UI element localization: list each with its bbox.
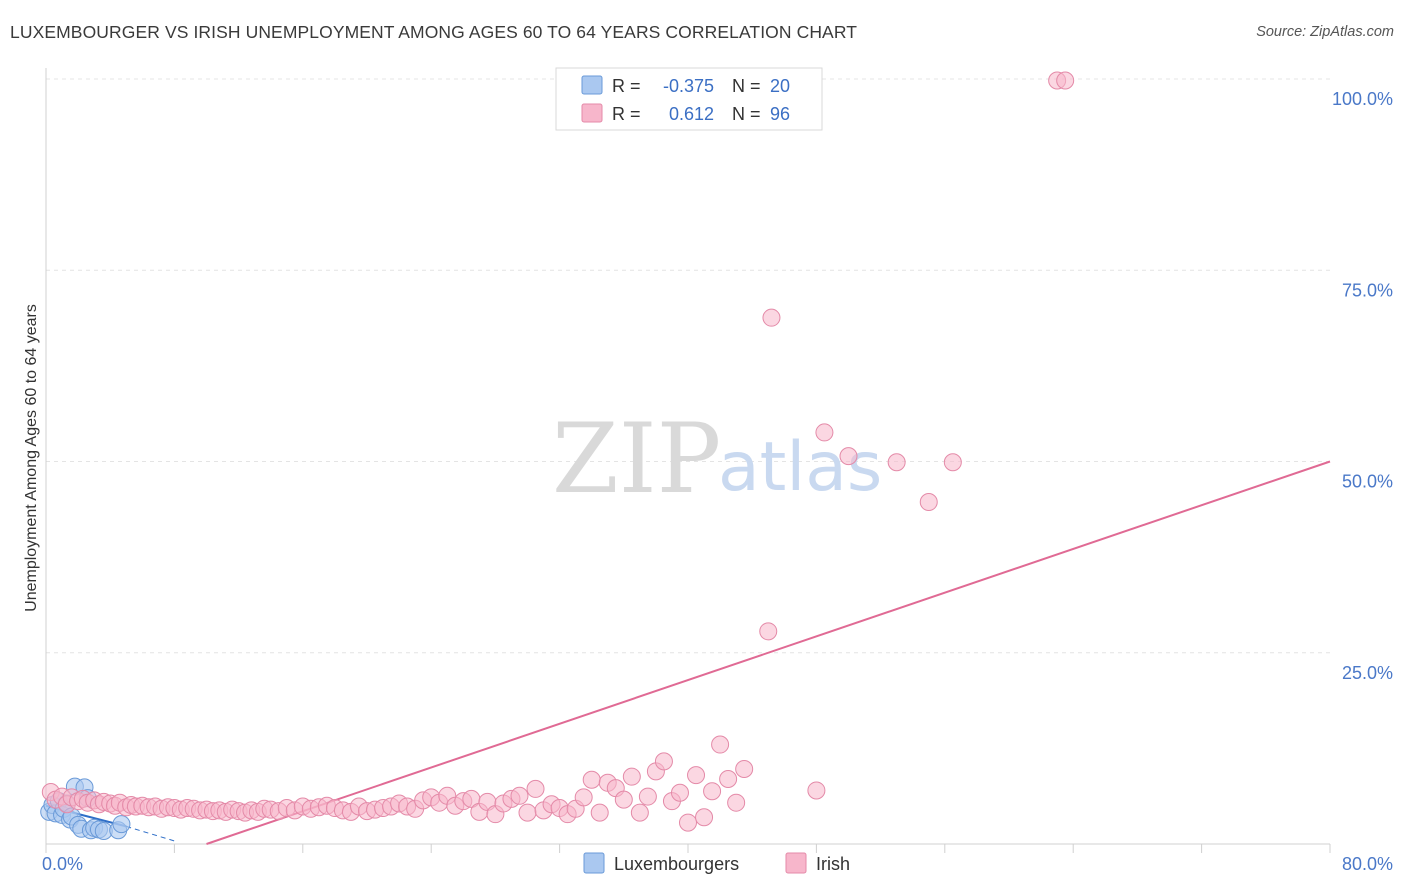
irish-point-91 [695,808,714,827]
irish-point-101 [839,447,858,466]
irish-point-88 [670,783,689,802]
bottom-legend-luxembourgers: Luxembourgers [614,854,739,874]
irish-point-68 [510,786,529,805]
x-tick-label-max: 80.0% [1342,854,1393,874]
irish-point-95 [727,793,746,812]
irish-point-97 [759,622,778,641]
legend-n-value-2: 96 [770,104,790,124]
y-tick-label-3: 100.0% [1332,89,1393,109]
irish-point-81 [614,790,633,809]
y-axis-label: Unemployment Among Ages 60 to 64 years [23,304,40,612]
bottom-legend-swatch-irish [785,852,807,874]
y-tick-label-1: 50.0% [1342,472,1393,492]
legend-n-value-1: 20 [770,76,790,96]
correlation-legend: R = -0.375 N = 20 R = 0.612 N = 96 [555,67,823,131]
chart-title: LUXEMBOURGER VS IRISH UNEMPLOYMENT AMONG… [10,22,858,42]
irish-point-98 [762,308,781,327]
legend-n-label-1: N = [732,76,761,96]
irish-point-106 [1056,71,1075,90]
irish-point-92 [703,782,722,801]
luxembourgers-point-19 [112,815,131,834]
irish-point-90 [687,766,706,785]
y-tick-label-2: 75.0% [1342,280,1393,300]
y-tick-labels: 25.0% 50.0% 75.0% 100.0% [1332,89,1393,683]
irish-point-96 [735,760,754,779]
irish-point-84 [638,787,657,806]
y-tick-label-0: 25.0% [1342,663,1393,683]
irish-point-99 [807,781,826,800]
irish-point-76 [574,788,593,807]
source-label: Source: ZipAtlas.com [1256,24,1394,40]
irish-point-82 [622,767,641,786]
irish-point-86 [654,752,673,771]
irish-point-100 [815,423,834,442]
bottom-legend-irish: Irish [816,854,850,874]
series-legend: Luxembourgers Irish [583,852,850,874]
legend-swatch-luxembourgers [581,75,603,95]
irish-point-83 [630,803,649,822]
grid-lines [46,78,1330,654]
legend-n-label-2: N = [732,104,761,124]
irish-point-89 [679,813,697,832]
legend-swatch-irish [581,103,603,123]
irish-point-70 [526,779,545,798]
irish-point-77 [582,770,601,789]
irish-point-102 [887,453,906,472]
watermark-zip: ZIP [552,403,721,515]
legend-r-value-2: 0.612 [669,104,714,124]
x-tick-label-min: 0.0% [42,854,83,874]
irish-points [41,71,1075,832]
irish-point-104 [943,453,962,472]
irish-point-94 [719,769,738,788]
irish-point-103 [919,493,938,512]
legend-r-label-1: R = [612,76,641,96]
irish-trend-line [206,460,1331,845]
axes [45,68,1331,853]
watermark-atlas: atlas [718,428,882,507]
legend-r-value-1: -0.375 [663,76,714,96]
luxembourgers-trend-extension [126,825,175,842]
legend-r-label-2: R = [612,104,641,124]
irish-point-69 [518,803,537,822]
watermark: ZIP atlas [552,403,882,515]
bottom-legend-swatch-luxembourgers [583,852,605,874]
irish-point-78 [590,803,609,822]
irish-point-93 [711,735,730,754]
